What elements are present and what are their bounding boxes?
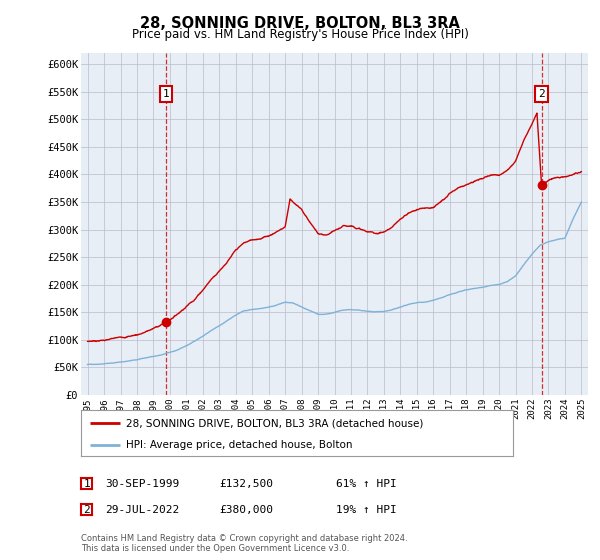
Text: 2: 2 — [538, 89, 545, 99]
Text: Contains HM Land Registry data © Crown copyright and database right 2024.
This d: Contains HM Land Registry data © Crown c… — [81, 534, 407, 553]
Text: 30-SEP-1999: 30-SEP-1999 — [105, 479, 179, 489]
Text: Price paid vs. HM Land Registry's House Price Index (HPI): Price paid vs. HM Land Registry's House … — [131, 28, 469, 41]
Text: 28, SONNING DRIVE, BOLTON, BL3 3RA (detached house): 28, SONNING DRIVE, BOLTON, BL3 3RA (deta… — [127, 418, 424, 428]
Text: 1: 1 — [163, 89, 169, 99]
Text: 2: 2 — [83, 505, 90, 515]
Text: £380,000: £380,000 — [219, 505, 273, 515]
Text: 1: 1 — [83, 479, 90, 489]
Text: £132,500: £132,500 — [219, 479, 273, 489]
Text: HPI: Average price, detached house, Bolton: HPI: Average price, detached house, Bolt… — [127, 440, 353, 450]
Text: 29-JUL-2022: 29-JUL-2022 — [105, 505, 179, 515]
Text: 61% ↑ HPI: 61% ↑ HPI — [336, 479, 397, 489]
Text: 28, SONNING DRIVE, BOLTON, BL3 3RA: 28, SONNING DRIVE, BOLTON, BL3 3RA — [140, 16, 460, 31]
Text: 19% ↑ HPI: 19% ↑ HPI — [336, 505, 397, 515]
